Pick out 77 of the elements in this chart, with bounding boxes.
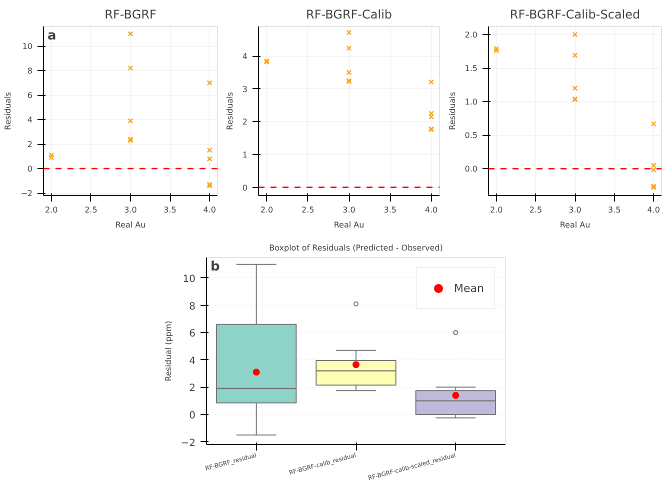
y-tick-label: 4 bbox=[189, 356, 196, 367]
y-tick-label: 2 bbox=[242, 118, 248, 127]
x-tick-label: 2.5 bbox=[529, 206, 542, 214]
point bbox=[128, 118, 134, 124]
point bbox=[346, 30, 352, 36]
point bbox=[572, 85, 578, 91]
y-tick-label: 6 bbox=[27, 91, 33, 100]
point bbox=[206, 147, 212, 153]
y-axis-title: Residuals bbox=[225, 92, 234, 130]
y-tick-label: 10 bbox=[182, 274, 196, 285]
chart-title: RF-BGRF-Calib-Scaled bbox=[510, 8, 640, 22]
x-tick-label: 4.0 bbox=[647, 206, 660, 214]
point bbox=[572, 52, 578, 58]
point bbox=[494, 46, 500, 52]
point bbox=[494, 48, 500, 54]
x-tick-label: 3.0 bbox=[568, 206, 582, 214]
x-tick-label: 3.5 bbox=[164, 206, 176, 214]
x-tick-label: 2.5 bbox=[84, 206, 98, 214]
y-tick-label: 1.5 bbox=[464, 64, 478, 74]
annotation: b bbox=[210, 260, 220, 274]
y-axis-title: Residuals bbox=[4, 92, 13, 130]
y-tick-label: 1.0 bbox=[464, 98, 478, 107]
x-tick-label: 4.0 bbox=[424, 206, 438, 214]
y-tick-label: 1 bbox=[242, 150, 248, 160]
y-tick-label: −2 bbox=[180, 438, 196, 449]
y-tick-label: 4 bbox=[27, 116, 33, 125]
y-tick-label: 2.0 bbox=[464, 30, 478, 40]
chart-title: Boxplot of Residuals (Predicted - Observed) bbox=[269, 244, 443, 252]
point bbox=[650, 121, 656, 126]
x-tick-label: 3.5 bbox=[384, 206, 397, 214]
y-tick-label: 10 bbox=[22, 42, 33, 52]
x-tick-label: 3.5 bbox=[608, 206, 621, 214]
annotation: a bbox=[48, 28, 56, 44]
point bbox=[428, 110, 434, 116]
point bbox=[346, 70, 352, 76]
point bbox=[48, 152, 54, 158]
point bbox=[428, 79, 434, 85]
x-tick-label: 3.0 bbox=[124, 206, 137, 214]
point bbox=[452, 392, 460, 399]
point bbox=[428, 114, 434, 120]
x-tick-label: 2.0 bbox=[490, 206, 503, 214]
chart-title: RF-BGRF-Calib bbox=[306, 8, 392, 22]
x-axis-title: Real Au bbox=[334, 220, 364, 230]
point bbox=[48, 154, 54, 160]
point bbox=[650, 162, 656, 168]
y-tick-label: 8 bbox=[27, 66, 33, 76]
y-axis-title: Residual (ppm) bbox=[164, 320, 173, 382]
y-tick-label: 2 bbox=[27, 140, 33, 150]
x-axis-title: Real Au bbox=[115, 220, 146, 230]
x-axis-title: Real Au bbox=[560, 220, 590, 230]
x-tick-label: 2.0 bbox=[45, 206, 58, 214]
point bbox=[252, 368, 260, 376]
x-tick-label: 3.0 bbox=[342, 206, 356, 214]
point bbox=[346, 45, 352, 51]
x-tick-label: 2.5 bbox=[302, 206, 314, 214]
legend-label: Mean bbox=[454, 282, 484, 294]
point bbox=[572, 32, 578, 38]
point bbox=[206, 80, 212, 86]
y-axis-title: Residuals bbox=[448, 92, 457, 130]
y-tick-label: −2 bbox=[20, 189, 33, 198]
y-tick-label: 3 bbox=[242, 84, 248, 94]
y-tick-label: 0 bbox=[189, 410, 196, 422]
point bbox=[128, 31, 134, 37]
y-tick-label: 2 bbox=[189, 383, 196, 394]
y-tick-label: 6 bbox=[189, 328, 196, 340]
y-tick-label: 0 bbox=[27, 164, 33, 174]
y-tick-label: 0.0 bbox=[464, 164, 478, 174]
point bbox=[352, 361, 360, 368]
y-tick-label: 0 bbox=[242, 183, 248, 192]
point bbox=[650, 167, 656, 173]
x-tick-label: 4.0 bbox=[203, 206, 216, 214]
y-tick-label: 0.5 bbox=[464, 131, 478, 140]
y-tick-label: 4 bbox=[242, 52, 248, 62]
point bbox=[128, 65, 134, 71]
x-tick-label: 2.0 bbox=[260, 206, 274, 214]
chart-title: RF-BGRF bbox=[104, 8, 156, 22]
y-tick-label: 8 bbox=[189, 301, 196, 312]
